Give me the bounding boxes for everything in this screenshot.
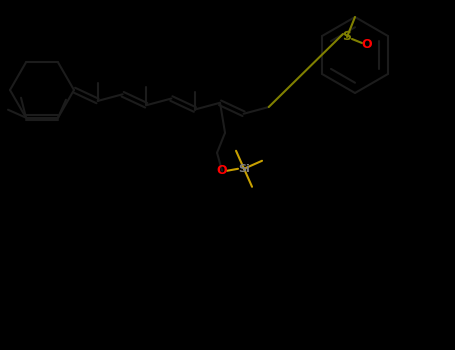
Text: O: O	[362, 38, 372, 51]
Text: Si: Si	[238, 164, 250, 174]
Text: S: S	[343, 30, 352, 43]
Text: O: O	[217, 164, 228, 177]
